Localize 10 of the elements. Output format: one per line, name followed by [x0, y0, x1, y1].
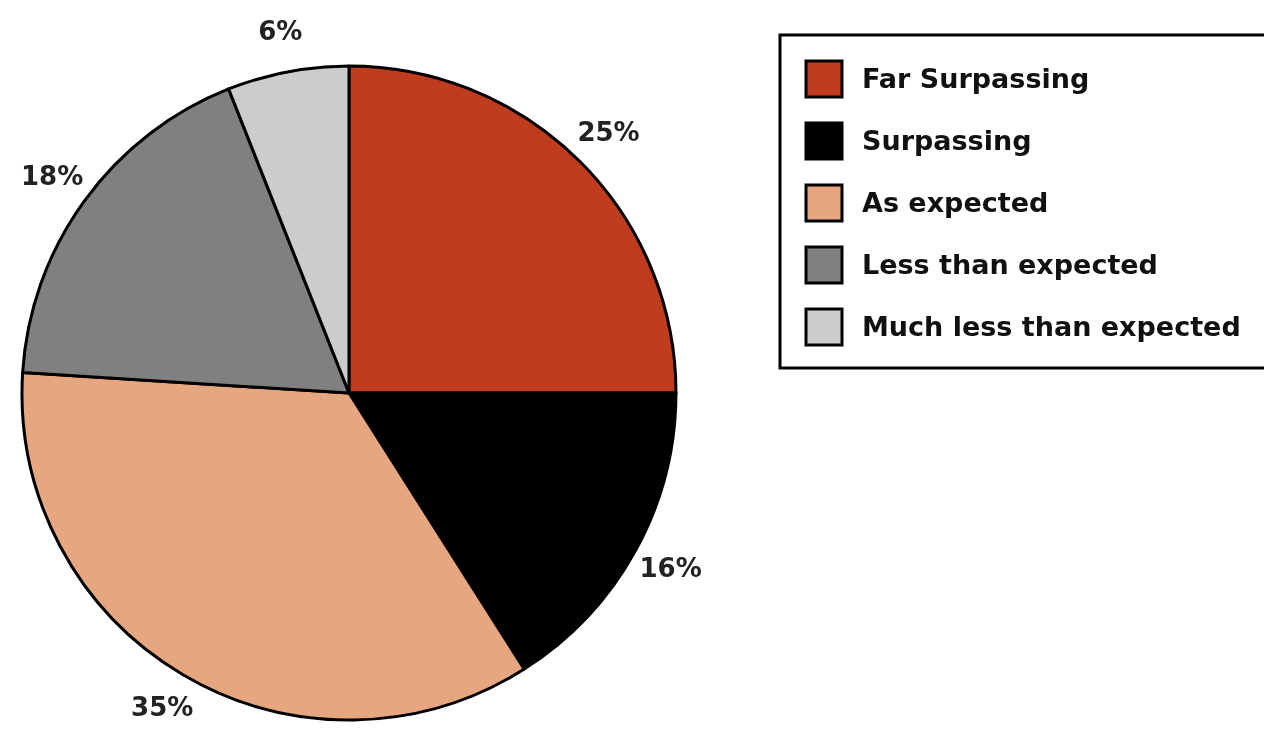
legend-label: Surpassing [862, 124, 1032, 156]
data-label: 16% [639, 553, 702, 584]
legend-label: As expected [862, 186, 1049, 218]
legend-label: Far Surpassing [862, 62, 1090, 94]
data-label: 18% [20, 160, 84, 191]
data-label: 25% [577, 116, 640, 147]
legend-label: Much less than expected [862, 310, 1241, 342]
legend-label: Less than expected [862, 248, 1158, 280]
data-label: 35% [131, 692, 194, 723]
data-label: 6% [258, 16, 303, 46]
